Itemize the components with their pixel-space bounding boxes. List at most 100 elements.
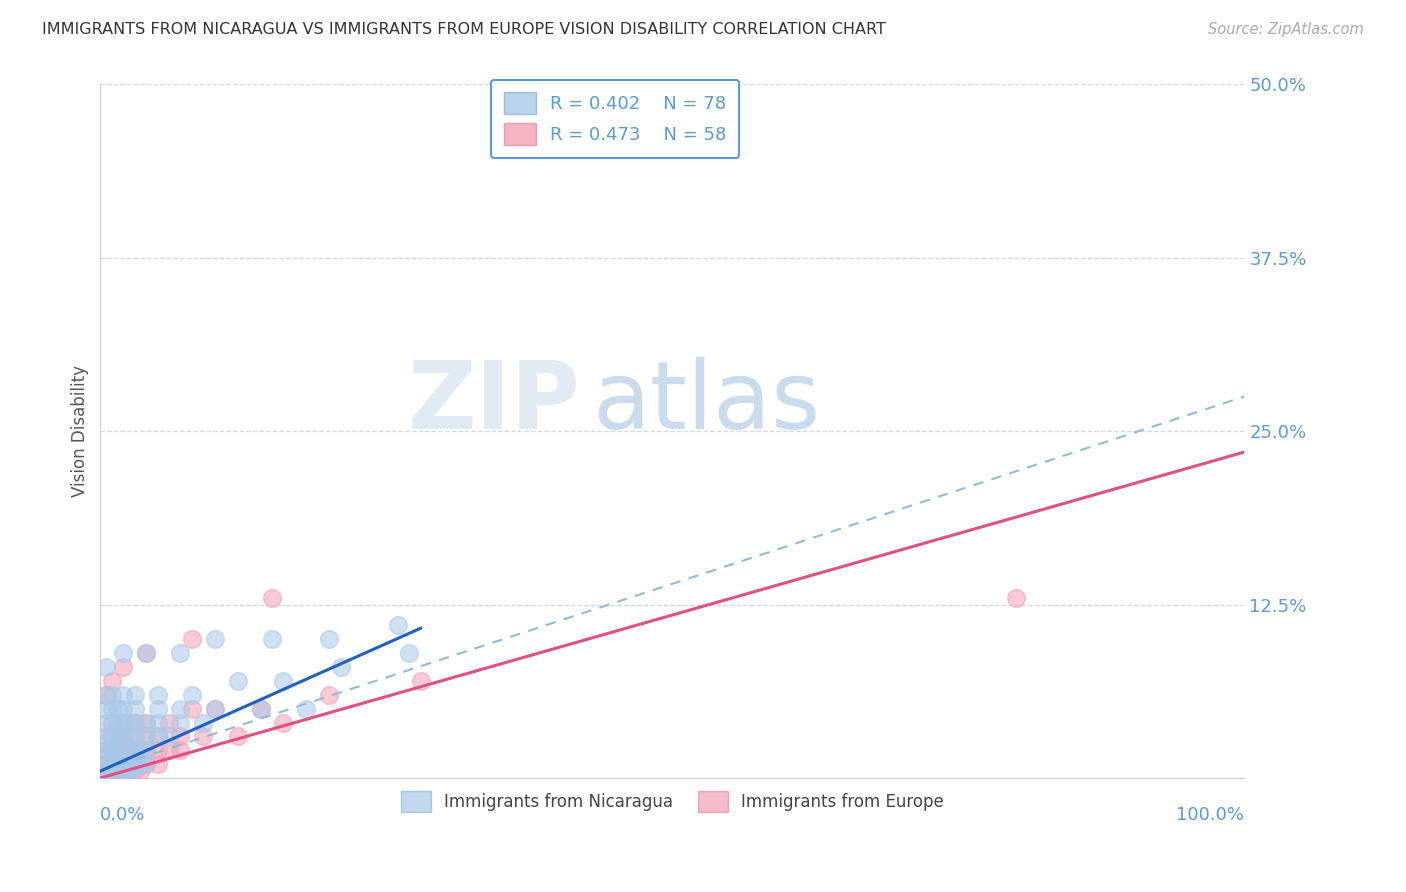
Point <box>204 701 226 715</box>
Point <box>124 715 146 730</box>
Point <box>146 743 169 757</box>
Point <box>169 646 191 660</box>
Point <box>98 757 121 772</box>
Point <box>112 701 135 715</box>
Point <box>118 715 141 730</box>
Point <box>226 673 249 688</box>
Point <box>273 715 295 730</box>
Point <box>118 757 141 772</box>
Point <box>103 764 125 778</box>
Point <box>112 688 135 702</box>
Point <box>135 757 157 772</box>
Point <box>1004 591 1026 605</box>
Point <box>157 715 180 730</box>
Point <box>101 764 124 778</box>
Point <box>107 743 129 757</box>
Point <box>135 757 157 772</box>
Point <box>118 764 141 778</box>
Point <box>193 730 215 744</box>
Text: IMMIGRANTS FROM NICARAGUA VS IMMIGRANTS FROM EUROPE VISION DISABILITY CORRELATIO: IMMIGRANTS FROM NICARAGUA VS IMMIGRANTS … <box>42 22 886 37</box>
Point <box>124 730 146 744</box>
Point <box>107 757 129 772</box>
Point <box>94 743 117 757</box>
Point <box>98 764 121 778</box>
Point <box>103 764 125 778</box>
Point <box>295 701 318 715</box>
Point <box>249 701 271 715</box>
Point <box>94 764 117 778</box>
Point <box>101 688 124 702</box>
Point <box>398 646 420 660</box>
Point <box>101 757 124 772</box>
Point <box>103 743 125 757</box>
Point <box>118 764 141 778</box>
Point <box>107 764 129 778</box>
Point <box>94 701 117 715</box>
Point <box>124 757 146 772</box>
Point <box>118 730 141 744</box>
Point <box>112 715 135 730</box>
Point <box>94 757 117 772</box>
Legend: Immigrants from Nicaragua, Immigrants from Europe: Immigrants from Nicaragua, Immigrants fr… <box>394 785 950 818</box>
Point <box>135 646 157 660</box>
Point <box>124 757 146 772</box>
Point <box>94 688 117 702</box>
Point <box>110 764 132 778</box>
Point <box>101 757 124 772</box>
Point <box>98 730 121 744</box>
Point <box>157 730 180 744</box>
Point <box>329 660 352 674</box>
Point <box>101 715 124 730</box>
Point <box>107 730 129 744</box>
Point <box>124 743 146 757</box>
Point <box>146 715 169 730</box>
Point <box>124 743 146 757</box>
Point <box>101 701 124 715</box>
Point <box>129 764 152 778</box>
Point <box>124 730 146 744</box>
Point <box>180 688 202 702</box>
Point <box>110 764 132 778</box>
Point <box>129 757 152 772</box>
Point <box>169 743 191 757</box>
Point <box>118 743 141 757</box>
Point <box>98 764 121 778</box>
Point <box>118 743 141 757</box>
Point <box>135 730 157 744</box>
Point <box>121 764 143 778</box>
Point <box>260 632 283 647</box>
Point <box>112 764 135 778</box>
Point <box>107 730 129 744</box>
Text: ZIP: ZIP <box>408 358 581 450</box>
Point <box>157 743 180 757</box>
Point <box>124 715 146 730</box>
Point <box>112 764 135 778</box>
Point <box>118 757 141 772</box>
Point <box>94 660 117 674</box>
Point <box>146 757 169 772</box>
Point <box>112 715 135 730</box>
Point <box>146 688 169 702</box>
Point <box>114 764 136 778</box>
Point <box>146 730 169 744</box>
Point <box>387 618 409 632</box>
Point <box>146 730 169 744</box>
Point <box>226 730 249 744</box>
Point <box>318 632 340 647</box>
Point <box>193 715 215 730</box>
Point <box>101 715 124 730</box>
Point <box>204 632 226 647</box>
Point <box>273 673 295 688</box>
Point <box>204 701 226 715</box>
Point <box>110 757 132 772</box>
Text: atlas: atlas <box>592 358 821 450</box>
Point <box>169 715 191 730</box>
Point <box>101 730 124 744</box>
Point <box>107 757 129 772</box>
Point <box>101 743 124 757</box>
Point <box>260 591 283 605</box>
Point <box>112 730 135 744</box>
Point <box>124 764 146 778</box>
Point <box>107 715 129 730</box>
Text: Source: ZipAtlas.com: Source: ZipAtlas.com <box>1208 22 1364 37</box>
